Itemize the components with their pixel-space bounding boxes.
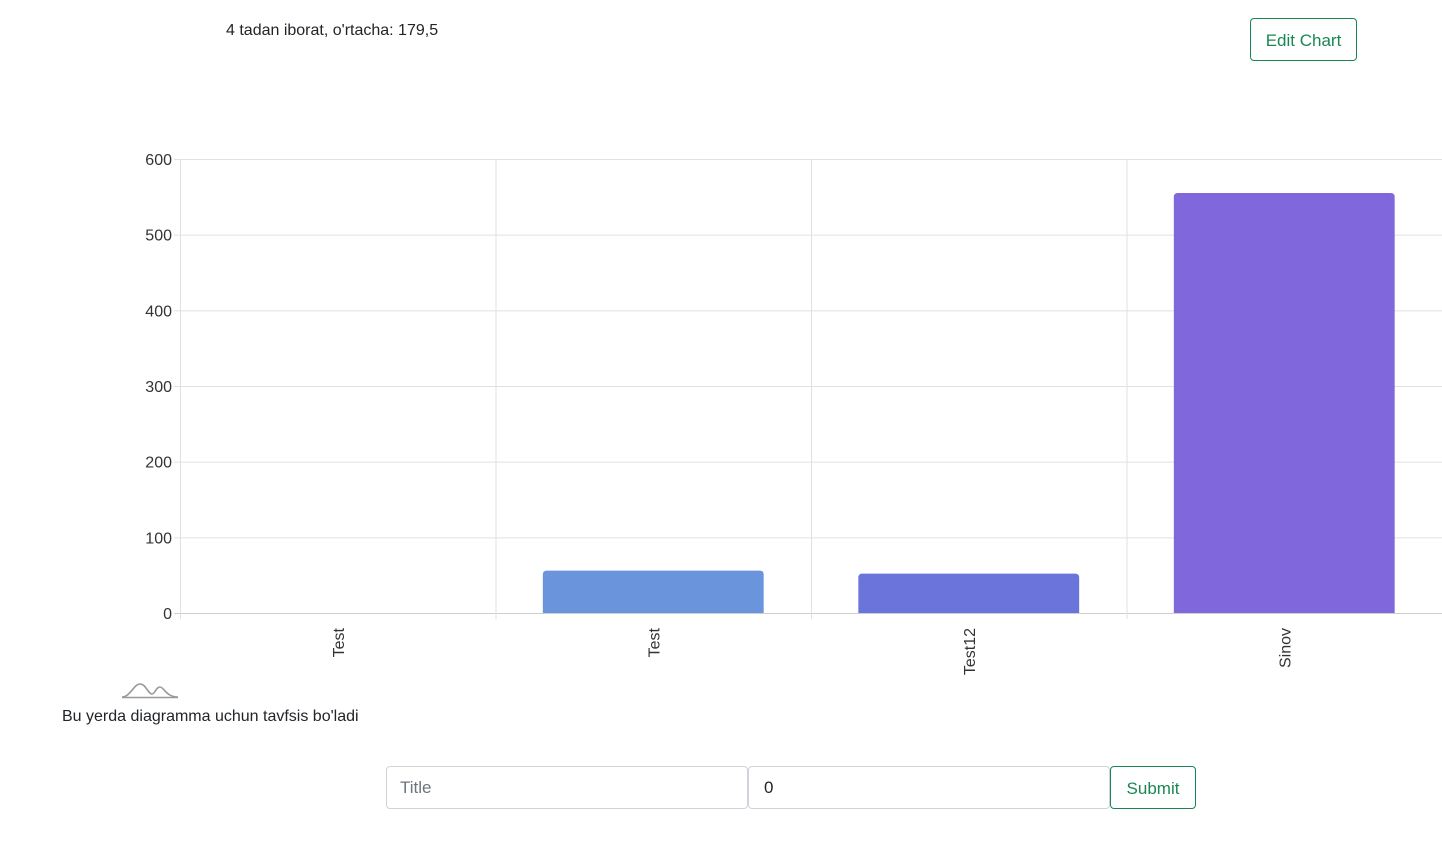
y-tick-label: 0 <box>163 606 172 623</box>
y-tick-label: 600 <box>145 152 172 169</box>
chart-bars <box>542 193 1395 614</box>
y-axis-ticks: 0 100 200 300 400 500 600 <box>145 152 172 623</box>
submit-button[interactable]: Submit <box>1110 766 1196 809</box>
y-tick-label: 200 <box>145 455 172 472</box>
x-axis-ticks: Test Test Test12 Sinov <box>331 627 1295 675</box>
title-input[interactable] <box>386 766 748 809</box>
edit-chart-button[interactable]: Edit Chart <box>1250 18 1357 61</box>
chart-description: Bu yerda diagramma uchun tavfsis bo'ladi <box>62 708 359 725</box>
x-tick-label: Sinov <box>1277 628 1294 668</box>
x-tick-label: Test <box>331 627 348 657</box>
chart-summary: 4 tadan iborat, o'rtacha: 179,5 <box>226 22 439 39</box>
bar[interactable] <box>858 573 1080 613</box>
bar[interactable] <box>542 570 764 613</box>
bell-curve-icon <box>121 683 179 699</box>
bar[interactable] <box>1173 193 1395 614</box>
x-tick-label: Test <box>646 627 663 657</box>
y-tick-label: 500 <box>145 228 172 245</box>
y-tick-label: 100 <box>145 530 172 547</box>
x-tick-label: Test12 <box>962 628 979 675</box>
bar-chart: 0 100 200 300 400 500 600 Test Test Test12 Sinov <box>145 152 1442 675</box>
y-tick-label: 300 <box>145 379 172 396</box>
y-tick-label: 400 <box>145 303 172 320</box>
value-input[interactable] <box>748 766 1110 809</box>
